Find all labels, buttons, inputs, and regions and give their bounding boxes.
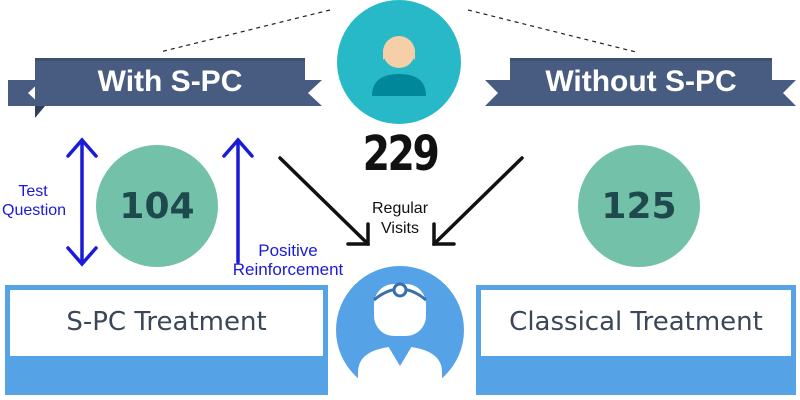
test-question-label: Test Question bbox=[2, 183, 67, 219]
doctor-icon bbox=[336, 266, 464, 396]
patient-icon bbox=[337, 0, 461, 124]
without-spc-count: 125 bbox=[601, 186, 677, 227]
with-spc-count: 104 bbox=[119, 186, 195, 227]
positive-reinforcement-arrow bbox=[222, 137, 254, 264]
without-spc-banner bbox=[485, 58, 796, 106]
classical-treatment-box bbox=[476, 285, 796, 395]
positive-reinforcement-label: Positive Reinforcement bbox=[232, 241, 344, 279]
without-spc-banner-label: Without S-PC bbox=[545, 65, 737, 98]
with-spc-banner-label: With S-PC bbox=[97, 65, 243, 98]
spc-treatment-label: S-PC Treatment bbox=[66, 307, 267, 337]
spc-treatment-box bbox=[5, 285, 328, 395]
without-spc-count-circle bbox=[578, 145, 700, 267]
with-spc-banner bbox=[5, 58, 322, 118]
regular-visits-label: Regular Visits bbox=[371, 200, 429, 237]
dashed-connector-right bbox=[467, 9, 637, 53]
dashed-connector-left bbox=[159, 9, 331, 53]
arrow-to-doctor-left bbox=[278, 156, 370, 246]
classical-treatment-label: Classical Treatment bbox=[509, 307, 763, 337]
with-spc-count-circle bbox=[96, 145, 218, 267]
total-visits-count: 229 bbox=[362, 126, 440, 182]
arrow-to-doctor-right bbox=[432, 156, 524, 246]
test-question-arrow bbox=[66, 137, 98, 267]
